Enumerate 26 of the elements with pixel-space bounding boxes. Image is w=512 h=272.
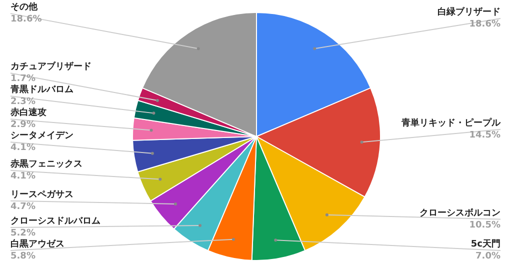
slice-label: シータメイデン — [10, 130, 74, 142]
slice-label: 5c天門 — [470, 238, 501, 250]
data-label: 4.1% — [10, 171, 36, 182]
slice-label: 白黒アウゼス — [10, 238, 64, 250]
data-label: 18.6% — [469, 19, 501, 30]
slice-label: リースペガサス — [10, 188, 74, 200]
slice-label: 青黒ドルバロム — [10, 84, 74, 96]
data-label: 1.7% — [10, 74, 36, 84]
data-label: 7.0% — [476, 252, 501, 262]
slice-label: その他 — [10, 2, 38, 13]
slice-label: 白緑ブリザード — [438, 6, 500, 18]
slice-label: クローシスドルバロム — [10, 216, 100, 226]
data-label: 10.5% — [469, 220, 501, 230]
data-label: 2.3% — [10, 97, 36, 108]
data-label: 5.2% — [10, 228, 36, 238]
slice-label: 青単リキッド・ピープル — [400, 117, 502, 128]
data-label: 5.8% — [10, 252, 36, 262]
data-label: 18.6% — [10, 14, 42, 25]
slice-label: 赤黒フェニックス — [10, 158, 82, 170]
data-label: 4.7% — [10, 202, 36, 212]
slice-label: クローシスボルコン — [420, 207, 500, 218]
data-label: 4.1% — [10, 143, 36, 154]
data-label: 14.5% — [469, 130, 501, 140]
slice-label: 赤白速攻 — [10, 107, 46, 118]
slice-label: カチュアブリザード — [10, 61, 92, 72]
data-label: 2.9% — [10, 120, 36, 130]
